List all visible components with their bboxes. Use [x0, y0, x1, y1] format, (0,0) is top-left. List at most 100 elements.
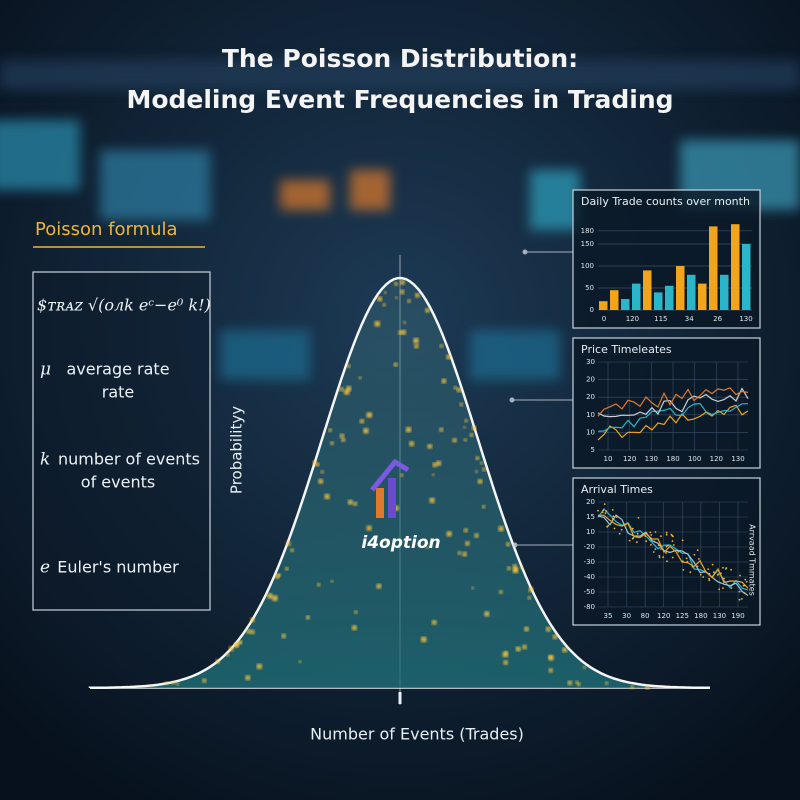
scatter-dot: [611, 509, 614, 511]
glow-dot: [452, 438, 457, 443]
bar: [599, 301, 608, 310]
glow-dot: [432, 462, 438, 468]
glow-dot: [453, 386, 458, 390]
glow-dot: [272, 595, 278, 602]
scatter-dot: [685, 557, 688, 560]
glow-dot: [462, 551, 467, 557]
scatter-dot: [686, 560, 689, 563]
glow-dot: [281, 633, 286, 639]
y-tick-label: 30: [586, 358, 595, 366]
glow-dot: [630, 685, 634, 689]
glow-dot: [469, 433, 474, 437]
glow-dot: [286, 541, 291, 546]
scatter-dot: [738, 590, 741, 593]
glow-dot: [324, 493, 330, 500]
glow-dot: [250, 617, 255, 623]
glow-dot: [330, 579, 334, 583]
bar: [621, 299, 630, 310]
y-tick-label: -40: [584, 573, 595, 581]
glow-dot: [407, 299, 411, 303]
scatter-dot: [597, 509, 599, 512]
glow-dot: [363, 428, 369, 434]
glow-dot: [383, 291, 387, 294]
scatter-dot: [660, 548, 663, 550]
x-tick-label: 130: [731, 455, 744, 463]
x-tick-label: 125: [676, 612, 689, 620]
scatter-dot: [722, 566, 724, 569]
glow-dot: [351, 625, 357, 631]
scatter-dot: [662, 556, 665, 558]
glow-dot: [290, 548, 294, 553]
glow-dot: [429, 497, 435, 503]
item-text: Euler's number: [57, 558, 179, 577]
scatter-dot: [744, 578, 747, 581]
scatter-dot: [722, 587, 724, 589]
glow-dot: [519, 565, 524, 569]
bar: [687, 274, 696, 310]
glow-dot: [477, 479, 483, 484]
glow-dot: [149, 684, 152, 687]
scatter-dot: [677, 550, 680, 553]
glow-dot: [446, 531, 452, 537]
bar: [698, 283, 707, 310]
glow-dot: [431, 620, 437, 625]
glow-dot: [176, 682, 180, 686]
x-tick-label: 10: [604, 455, 613, 463]
glow-dot: [512, 567, 519, 574]
scatter-dot: [652, 551, 655, 553]
bar: [665, 285, 674, 310]
x-tick-label: 35: [604, 612, 613, 620]
glow-dot: [228, 646, 234, 652]
glow-dot: [503, 660, 509, 665]
scatter-dot: [682, 560, 684, 563]
formula-heading: Poisson formula: [35, 219, 178, 240]
glow-dot: [475, 470, 478, 473]
glow-dot: [474, 533, 479, 538]
bar: [676, 266, 685, 310]
x-tick-label: 80: [641, 612, 650, 620]
glow-dot: [552, 634, 558, 640]
scatter-dot: [632, 537, 635, 539]
glow-dot: [441, 378, 447, 384]
symbol: k: [40, 450, 50, 470]
glow-dot: [425, 546, 429, 550]
glow-dot: [425, 308, 430, 313]
scatter-dot: [698, 558, 700, 560]
glow-dot: [464, 419, 468, 423]
scatter-dot: [628, 539, 631, 542]
scatter-dot: [645, 540, 648, 543]
scatter-dot: [672, 535, 674, 538]
glow-dot: [246, 629, 251, 634]
glow-dot: [480, 461, 484, 465]
x-tick-label: 120: [623, 455, 636, 463]
y-tick-label: -20: [584, 543, 595, 551]
x-tick-label: 0: [602, 315, 606, 323]
scatter-dot: [730, 568, 732, 571]
glow-dot: [285, 566, 289, 571]
glow-dot: [465, 541, 470, 546]
scatter-dot: [615, 516, 618, 518]
main-chart: [88, 255, 710, 705]
glow-dot: [400, 473, 404, 477]
y-tick-label: 20: [586, 393, 595, 401]
scatter-dot: [613, 527, 616, 530]
glow-dot: [484, 611, 490, 617]
scatter-dot: [606, 525, 608, 528]
glow-dot: [395, 296, 398, 300]
x-tick-label: 130: [713, 612, 726, 620]
glow-dot: [358, 376, 362, 380]
inset-title: Daily Trade counts over month: [581, 195, 750, 208]
glow-dot: [567, 680, 573, 686]
scatter-dot: [649, 531, 652, 534]
glow-dot: [405, 427, 412, 433]
scatter-dot: [650, 543, 652, 546]
logo: [370, 458, 410, 518]
x-tick-label: 30: [622, 612, 631, 620]
glow-dot: [374, 321, 381, 327]
glow-dot: [463, 528, 468, 533]
glow-dot: [415, 293, 420, 298]
scatter-dot: [713, 571, 715, 574]
glow-dot: [215, 659, 220, 664]
symbol: μ: [40, 360, 51, 380]
